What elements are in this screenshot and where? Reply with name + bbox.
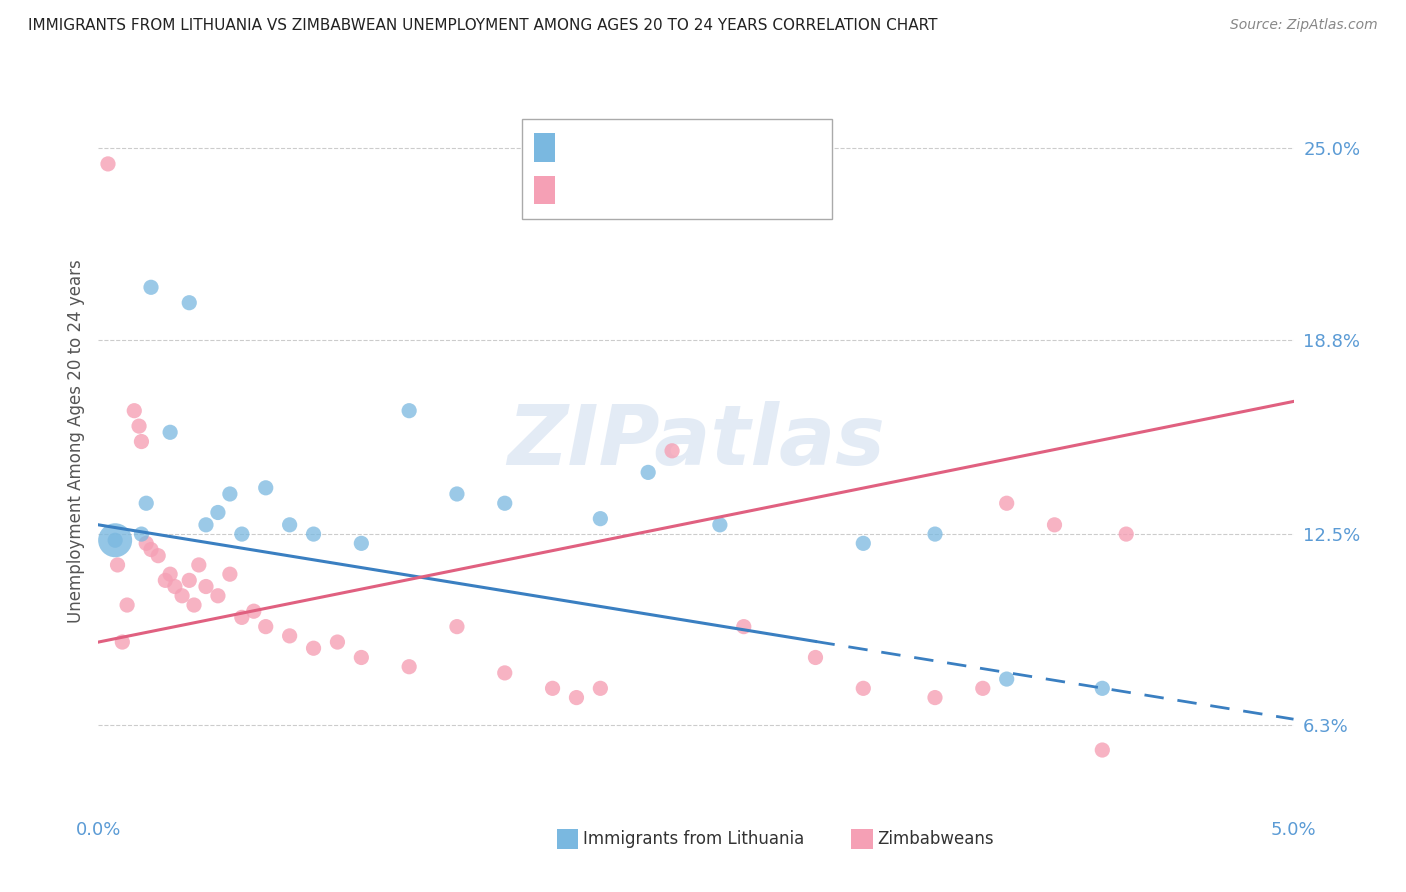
Point [159,567,181,582]
Point [243,604,266,618]
Point [852,681,875,696]
Text: 0.221: 0.221 [589,178,647,196]
Point [589,511,612,525]
Point [115,598,138,612]
Point [326,635,349,649]
Point [278,517,301,532]
Point [565,690,588,705]
Text: Zimbabweans: Zimbabweans [877,830,994,848]
Point [104,533,127,548]
Point [131,527,153,541]
Point [97,157,120,171]
Point [139,542,162,557]
Point [231,527,253,541]
Y-axis label: Unemployment Among Ages 20 to 24 years: Unemployment Among Ages 20 to 24 years [66,260,84,624]
Point [163,580,186,594]
Point [183,598,205,612]
Point [398,403,420,417]
Point [172,589,194,603]
Point [637,466,659,480]
Point [446,487,468,501]
Text: Source: ZipAtlas.com: Source: ZipAtlas.com [1230,18,1378,32]
Point [302,527,325,541]
Point [254,619,277,633]
Point [995,496,1018,510]
Point [148,549,170,563]
Point [124,403,146,417]
Point [494,496,516,510]
Point [135,496,157,510]
Text: R =: R = [564,136,600,153]
Point [972,681,994,696]
Point [207,506,229,520]
Point [107,558,129,572]
Text: IMMIGRANTS FROM LITHUANIA VS ZIMBABWEAN UNEMPLOYMENT AMONG AGES 20 TO 24 YEARS C: IMMIGRANTS FROM LITHUANIA VS ZIMBABWEAN … [28,18,938,33]
Point [494,665,516,680]
Point [219,567,242,582]
Point [179,295,201,310]
Point [733,619,755,633]
Point [709,517,731,532]
Point [195,517,218,532]
Point [195,580,218,594]
Point [1043,517,1066,532]
Point [1091,681,1114,696]
Point [398,659,420,673]
Point [804,650,827,665]
Text: −0.218: −0.218 [589,136,655,153]
Point [104,533,127,548]
Point [350,650,373,665]
Point [159,425,181,440]
Point [139,280,162,294]
Point [541,681,564,696]
Text: R =: R = [564,178,600,196]
Point [187,558,209,572]
Point [278,629,301,643]
Point [1115,527,1137,541]
Point [924,527,946,541]
Point [350,536,373,550]
Point [254,481,277,495]
Point [302,641,325,656]
Text: N =: N = [637,178,685,196]
Text: 43: 43 [681,178,703,196]
Point [131,434,153,449]
Point [661,443,683,458]
Text: Immigrants from Lithuania: Immigrants from Lithuania [582,830,804,848]
Point [207,589,229,603]
Point [128,419,150,434]
Text: 24: 24 [681,136,703,153]
Text: ZIPatlas: ZIPatlas [508,401,884,482]
Point [219,487,242,501]
Point [231,610,253,624]
Text: N =: N = [637,136,685,153]
Point [179,574,201,588]
Point [589,681,612,696]
Point [924,690,946,705]
Point [1091,743,1114,757]
Point [135,536,157,550]
Point [852,536,875,550]
Point [111,635,134,649]
Point [155,574,177,588]
Point [995,672,1018,686]
Point [446,619,468,633]
